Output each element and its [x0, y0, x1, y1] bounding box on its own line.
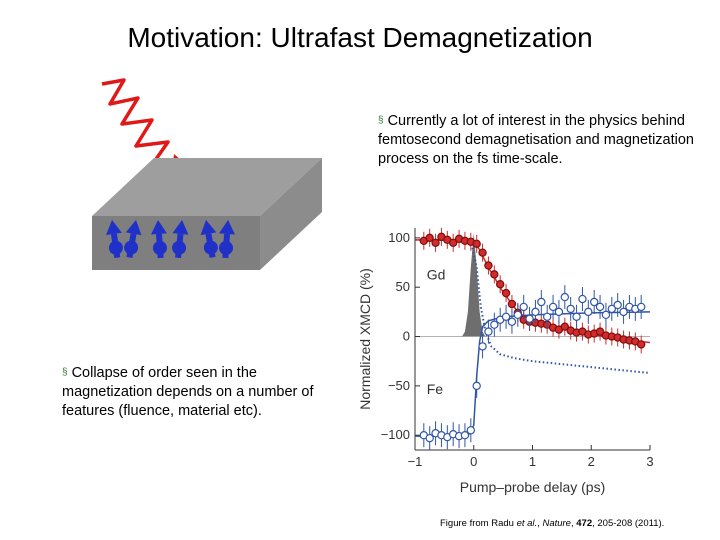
- fe-data-point: [537, 297, 546, 307]
- bullet-marker: §: [378, 115, 384, 126]
- fe-data-point: [554, 307, 564, 317]
- x-axis-label: Pump–probe delay (ps): [460, 479, 606, 495]
- fe-data-point: [490, 320, 499, 329]
- fe-annotation: Fe: [427, 381, 444, 397]
- spin-arrow-icon: [172, 220, 189, 259]
- caption-sep: ,: [570, 518, 577, 529]
- fe-data-point: [578, 294, 587, 304]
- caption-journal: Nature: [542, 518, 571, 529]
- dotted-reference-curve: [415, 238, 651, 375]
- x-tick-label: −1: [408, 454, 423, 469]
- fe-data-point: [525, 314, 534, 323]
- caption-volume: 472: [576, 518, 593, 529]
- fe-data-point: [613, 300, 622, 310]
- bullet-demagnetisation-interest: § Currently a lot of interest in the phys…: [378, 111, 708, 169]
- gd-data-point: [636, 340, 646, 349]
- gd-data-point: [495, 280, 505, 289]
- spin-arrow-icon: [219, 220, 236, 259]
- x-tick-label: 3: [646, 454, 653, 469]
- x-tick-label: 0: [470, 454, 477, 469]
- gd-data-point: [478, 248, 487, 257]
- caption-etal: et al.: [516, 518, 538, 529]
- fe-data-point: [619, 307, 628, 317]
- fe-data-point: [466, 426, 476, 435]
- fe-data-point: [601, 310, 611, 320]
- caption-sep: ,: [537, 518, 543, 529]
- slide-title: Motivation: Ultrafast Demagnetization: [127, 22, 593, 53]
- gd-data-point: [490, 270, 499, 279]
- fe-data-point: [472, 381, 481, 391]
- fe-data-point: [542, 312, 552, 322]
- gd-data-point: [425, 233, 434, 243]
- x-tick-label: 2: [588, 454, 595, 469]
- spin-arrow-icon: [106, 220, 123, 259]
- gd-data-point: [507, 299, 517, 309]
- pump-pulse-area: [462, 232, 486, 337]
- caption-rest: , 205-208 (2011).: [592, 518, 665, 529]
- xmcd-chart: −1 0 1 2 3 100 50 0 −50 −100 Pump–probe delay (ps)…: [357, 227, 654, 495]
- gd-data-point: [595, 327, 605, 336]
- gd-data-point: [448, 238, 458, 247]
- fe-data-point: [507, 317, 517, 326]
- fe-data-point: [584, 307, 593, 317]
- fe-data-point: [566, 304, 575, 314]
- magnetic-slab-illustration: [92, 158, 322, 270]
- fe-data-point: [560, 292, 570, 302]
- y-axis-label: Normalized XMCD (%): [357, 268, 373, 410]
- gd-fit-line: [415, 239, 651, 344]
- gd-annotation: Gd: [427, 266, 446, 282]
- fe-data-point: [548, 302, 558, 312]
- fe-fit-line: [415, 311, 651, 437]
- gd-data-point: [472, 239, 481, 248]
- laser-wave: [101, 78, 184, 164]
- y-tick-label: 0: [403, 329, 410, 344]
- y-tick-label: −100: [381, 427, 410, 442]
- fe-data-point: [460, 430, 470, 440]
- fe-data-point: [513, 310, 523, 320]
- fe-data-point: [589, 297, 599, 307]
- fe-data-point: [484, 327, 493, 336]
- fe-data-point: [519, 302, 528, 312]
- slab-side-face: [260, 158, 322, 270]
- spin-arrow-icon: [150, 220, 167, 259]
- gd-data-point: [501, 288, 511, 298]
- gd-data-point: [484, 261, 493, 270]
- fe-data-point: [478, 342, 487, 351]
- spin-array: [106, 220, 236, 259]
- fe-data-point: [425, 433, 434, 443]
- fe-data-point: [572, 312, 581, 322]
- bullet-marker: §: [62, 367, 68, 378]
- slab-top-face: [92, 158, 322, 216]
- gd-data-point: [431, 238, 440, 247]
- y-tick-label: 50: [396, 279, 410, 294]
- spin-arrow-icon: [124, 220, 142, 258]
- fe-data-point: [531, 307, 540, 317]
- bullet-text: Collapse of order seen in the magnetizat…: [62, 365, 314, 419]
- bullet-collapse-of-order: § Collapse of order seen in the magnetiza…: [62, 363, 332, 421]
- fe-data-point: [595, 302, 605, 312]
- fe-data-point: [607, 304, 617, 314]
- caption-prefix: Figure from Radu: [440, 518, 517, 529]
- spin-arrow-icon: [200, 220, 218, 258]
- y-tick-label: −50: [388, 378, 410, 393]
- fe-data-point: [636, 302, 646, 312]
- x-tick-label: 1: [529, 454, 536, 469]
- fe-data-point: [501, 312, 511, 322]
- bullet-text: Currently a lot of interest in the physi…: [378, 113, 694, 167]
- figure-caption: Figure from Radu et al., Nature, 472, 20…: [440, 518, 664, 529]
- y-tick-label: 100: [388, 230, 410, 245]
- gd-data-point: [560, 322, 570, 331]
